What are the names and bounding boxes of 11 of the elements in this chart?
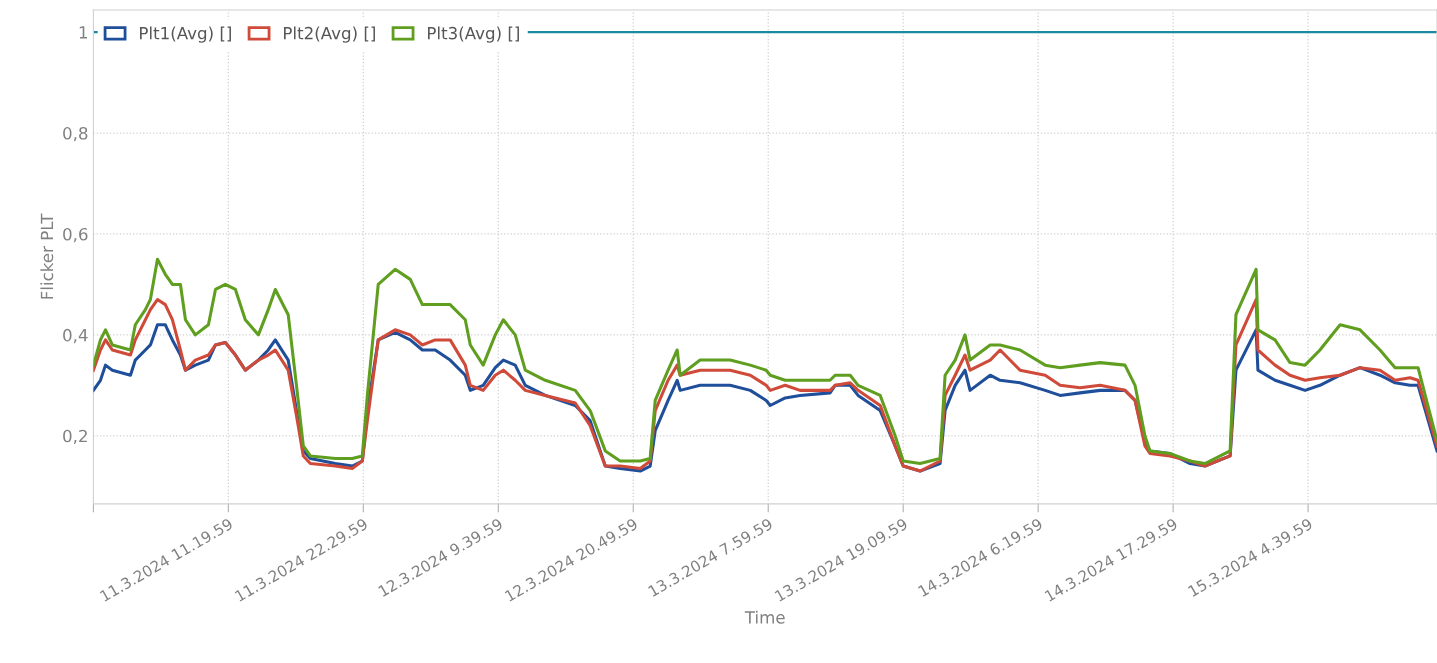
line-series — [93, 257, 1437, 466]
legend-label: Plt3(Avg) [] — [428, 26, 519, 43]
y-tick-label: 0,6 — [63, 227, 88, 243]
y-axis-title: Flicker PLT — [40, 213, 54, 299]
y-tick-label: 1 — [79, 26, 87, 39]
x-axis-title: Time — [744, 610, 785, 624]
y-tick-label: 0,8 — [63, 127, 88, 142]
y-tick-label: 0,2 — [63, 429, 87, 445]
legend-label: Plt1(Avg) [] — [140, 26, 231, 43]
legend-label: Plt2(Avg) [] — [284, 26, 375, 43]
y-tick-label: 0,4 — [63, 328, 88, 344]
